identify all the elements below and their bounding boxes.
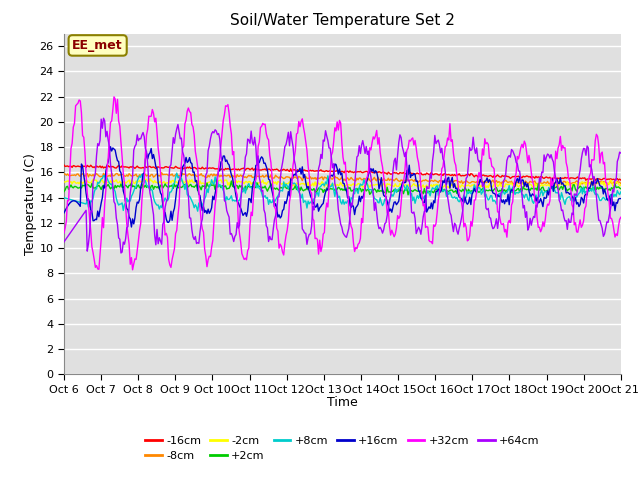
Text: EE_met: EE_met: [72, 39, 123, 52]
Y-axis label: Temperature (C): Temperature (C): [24, 153, 36, 255]
Legend: -16cm, -8cm, -2cm, +2cm, +8cm, +16cm, +32cm, +64cm: -16cm, -8cm, -2cm, +2cm, +8cm, +16cm, +3…: [141, 431, 544, 466]
X-axis label: Time: Time: [327, 396, 358, 409]
Title: Soil/Water Temperature Set 2: Soil/Water Temperature Set 2: [230, 13, 455, 28]
